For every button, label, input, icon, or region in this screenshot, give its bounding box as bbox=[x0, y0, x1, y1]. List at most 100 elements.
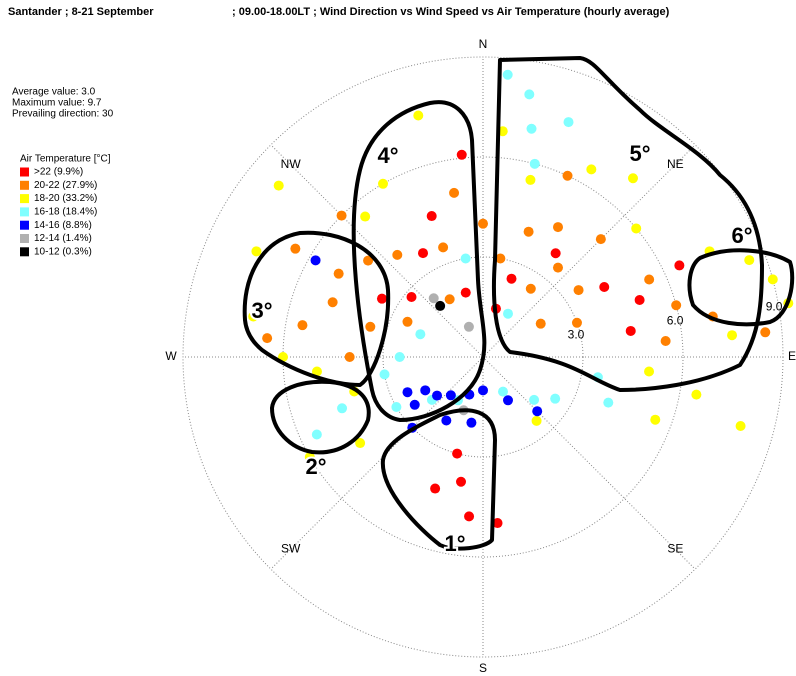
data-point bbox=[478, 218, 488, 229]
stat-text: Prevailing direction: 30 bbox=[12, 109, 114, 120]
legend-swatch bbox=[20, 194, 29, 204]
stat-text: Average value: 3.0 bbox=[12, 87, 96, 98]
data-point bbox=[376, 293, 387, 304]
data-point bbox=[529, 394, 540, 405]
data-point bbox=[456, 149, 467, 160]
annotation-loop bbox=[687, 248, 795, 327]
data-point bbox=[360, 211, 371, 222]
data-point bbox=[495, 253, 506, 264]
legend-swatch bbox=[20, 207, 29, 217]
data-point bbox=[430, 483, 441, 494]
stat-text: Maximum value: 9.7 bbox=[12, 98, 102, 109]
data-point bbox=[532, 406, 543, 417]
spoke bbox=[270, 144, 484, 358]
data-point bbox=[553, 222, 563, 233]
data-point bbox=[503, 395, 513, 406]
data-point bbox=[456, 476, 467, 487]
data-point bbox=[552, 262, 563, 273]
annotation-label: 1° bbox=[444, 531, 465, 556]
data-point bbox=[535, 318, 546, 329]
direction-label: W bbox=[165, 349, 177, 363]
data-point bbox=[333, 268, 344, 279]
data-point bbox=[438, 242, 449, 253]
annotation-label: 3° bbox=[251, 298, 272, 323]
annotation-label: 5° bbox=[629, 141, 650, 166]
r-tick-label: 6.0 bbox=[667, 313, 684, 327]
data-point bbox=[735, 421, 746, 432]
data-point bbox=[595, 234, 606, 245]
direction-label: N bbox=[479, 37, 488, 51]
data-point bbox=[402, 387, 413, 398]
direction-label: NW bbox=[281, 157, 302, 171]
legend-label: 14-16 (8.8%) bbox=[34, 220, 92, 231]
data-point bbox=[392, 249, 403, 260]
grid-circle bbox=[282, 156, 684, 558]
data-point bbox=[402, 316, 413, 327]
data-point bbox=[644, 274, 655, 285]
legend-label: 10-12 (0.3%) bbox=[34, 246, 92, 257]
legend-swatch bbox=[20, 247, 29, 257]
data-point bbox=[311, 366, 322, 377]
data-point bbox=[344, 352, 355, 362]
data-point bbox=[531, 415, 542, 426]
data-point bbox=[660, 336, 671, 347]
data-point bbox=[650, 414, 661, 425]
data-point bbox=[304, 452, 315, 462]
data-point bbox=[251, 246, 262, 257]
direction-label: E bbox=[788, 349, 796, 363]
data-point bbox=[445, 390, 456, 401]
data-point bbox=[466, 417, 477, 428]
data-point bbox=[644, 366, 655, 377]
annotation-label: 2° bbox=[305, 454, 326, 479]
data-point bbox=[365, 321, 376, 332]
annotation-loop bbox=[351, 100, 487, 422]
data-point bbox=[478, 385, 488, 396]
data-point bbox=[727, 330, 738, 341]
data-point bbox=[760, 327, 771, 338]
data-point bbox=[524, 89, 535, 100]
data-point bbox=[355, 438, 366, 449]
legend-swatch bbox=[20, 234, 29, 243]
legend-label: 18-20 (33.2%) bbox=[34, 193, 97, 204]
grid-circle bbox=[182, 56, 784, 658]
data-point bbox=[573, 285, 584, 296]
annotation-loops bbox=[242, 56, 795, 551]
data-point bbox=[571, 317, 582, 328]
annotation-loop bbox=[380, 408, 497, 551]
data-point bbox=[563, 117, 574, 128]
data-point bbox=[444, 294, 455, 305]
data-point bbox=[744, 255, 755, 266]
annotation-label: 4° bbox=[377, 143, 398, 168]
data-point bbox=[460, 287, 471, 298]
data-point bbox=[426, 211, 437, 222]
direction-label: SW bbox=[281, 542, 301, 556]
data-point bbox=[435, 300, 446, 311]
data-point bbox=[529, 158, 540, 169]
data-point bbox=[634, 294, 645, 305]
data-point bbox=[550, 248, 561, 259]
data-point bbox=[290, 243, 301, 254]
data-point bbox=[525, 174, 536, 185]
data-point bbox=[503, 308, 513, 319]
data-point bbox=[418, 248, 428, 259]
data-point bbox=[378, 178, 388, 189]
data-point bbox=[337, 403, 348, 414]
data-point bbox=[415, 329, 426, 340]
data-point bbox=[394, 352, 405, 362]
data-point bbox=[327, 297, 338, 308]
legend-label: 16-18 (18.4%) bbox=[34, 207, 97, 218]
annotation-label: 6° bbox=[731, 223, 752, 248]
data-point bbox=[460, 253, 471, 264]
data-point bbox=[502, 69, 513, 80]
data-point bbox=[413, 110, 424, 121]
legend-label: 20-22 (27.9%) bbox=[34, 180, 97, 191]
data-point bbox=[506, 273, 517, 284]
data-point bbox=[498, 386, 508, 397]
data-point bbox=[550, 393, 561, 404]
data-point bbox=[523, 226, 534, 237]
data-point bbox=[526, 123, 537, 134]
data-point bbox=[406, 292, 417, 303]
plot-area: 3.0 6.0 9.0 N NE E SE S SW W NW bbox=[165, 37, 796, 675]
direction-label: S bbox=[479, 661, 487, 675]
